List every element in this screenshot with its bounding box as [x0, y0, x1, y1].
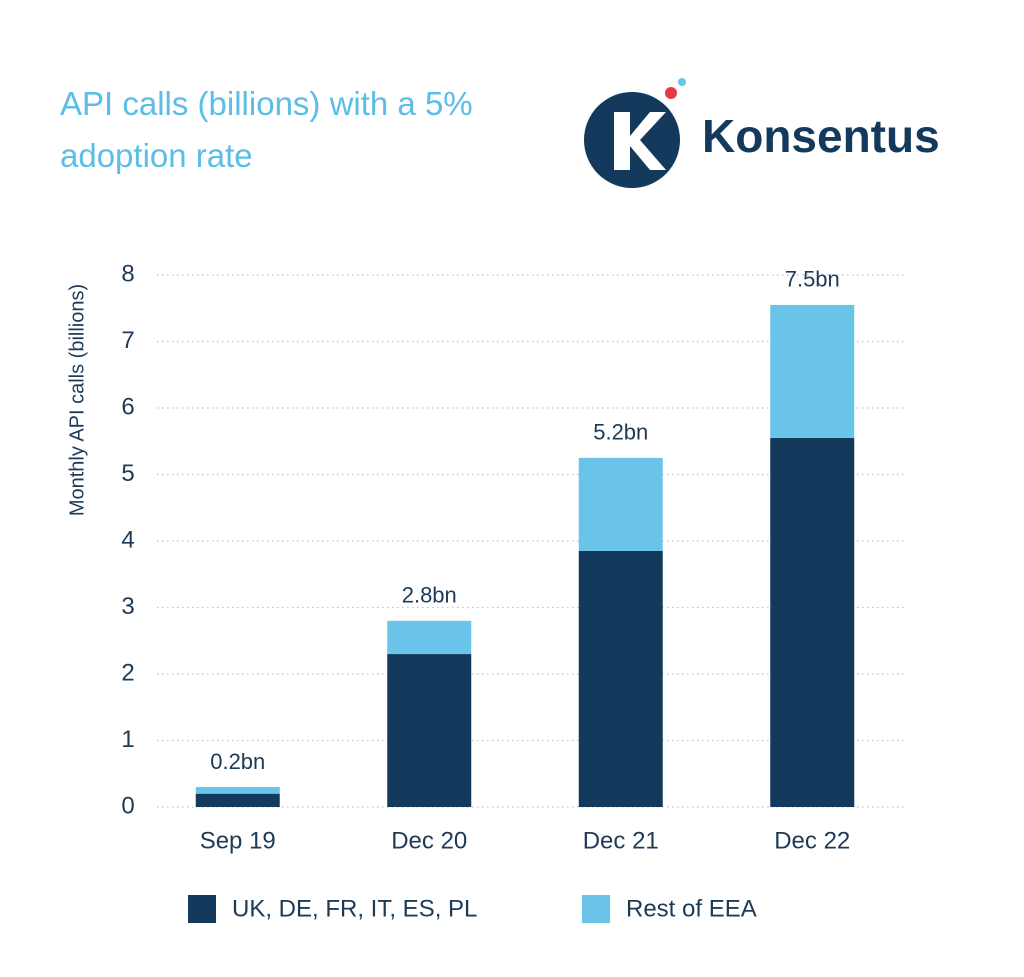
- y-tick-label: 7: [121, 327, 134, 354]
- legend-swatch: [582, 895, 610, 923]
- legend-label: UK, DE, FR, IT, ES, PL: [232, 895, 477, 922]
- total-label: 2.8bn: [402, 583, 457, 608]
- legend-swatch: [188, 895, 216, 923]
- x-tick-label: Sep 19: [200, 827, 276, 854]
- x-tick-label: Dec 21: [583, 827, 659, 854]
- bar-segment: [387, 620, 472, 655]
- logo-text: Konsentus: [702, 110, 940, 162]
- x-tick-label: Dec 20: [391, 827, 467, 854]
- y-tick-label: 8: [121, 260, 134, 287]
- total-label: 5.2bn: [593, 420, 648, 445]
- x-tick-label: Dec 22: [774, 827, 850, 854]
- bar-segment: [770, 437, 855, 807]
- logo: Konsentus: [584, 78, 940, 188]
- bar-segment: [387, 654, 472, 807]
- y-tick-label: 1: [121, 726, 134, 753]
- bar-segment: [578, 550, 663, 807]
- bar-segment: [195, 787, 280, 794]
- y-tick-label: 2: [121, 659, 134, 686]
- bar-segment: [578, 457, 663, 551]
- logo-dot: [665, 87, 677, 99]
- total-label: 0.2bn: [210, 749, 265, 774]
- chart-title: API calls (billions) with a 5% adoption …: [60, 85, 473, 174]
- y-tick-label: 0: [121, 792, 134, 819]
- y-axis-label: Monthly API calls (billions): [66, 284, 88, 516]
- y-tick-label: 4: [121, 526, 134, 553]
- total-label: 7.5bn: [785, 267, 840, 292]
- legend-label: Rest of EEA: [626, 895, 757, 922]
- logo-k: [614, 112, 666, 170]
- logo-dot: [678, 78, 686, 86]
- y-tick-label: 6: [121, 393, 134, 420]
- bar-segment: [195, 793, 280, 807]
- y-tick-label: 5: [121, 460, 134, 487]
- y-tick-label: 3: [121, 593, 134, 620]
- bar-segment: [770, 304, 855, 438]
